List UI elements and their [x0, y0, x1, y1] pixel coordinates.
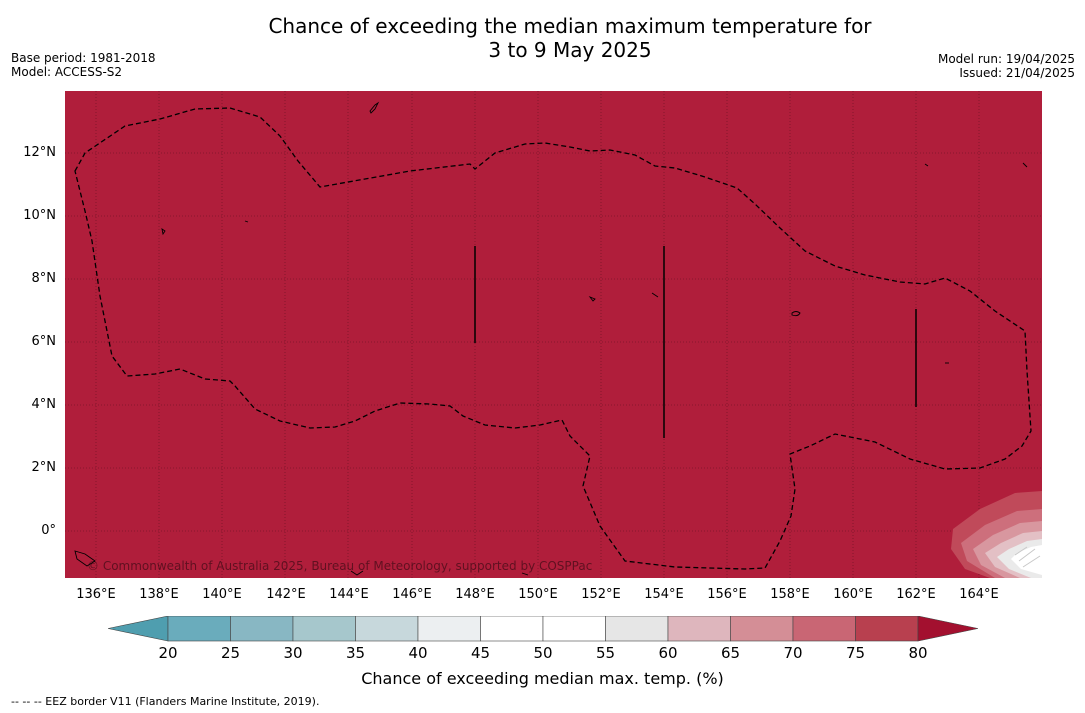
- title-line-2: 3 to 9 May 2025: [488, 38, 652, 62]
- map-canvas: © Commonwealth of Australia 2025, Bureau…: [65, 91, 1042, 578]
- lon-tick-148e: 148°E: [455, 587, 495, 602]
- issued-date: Issued: 21/04/2025: [959, 66, 1075, 80]
- colorbar-swatch: [792, 615, 856, 642]
- colorbar-swatch: [667, 615, 731, 642]
- colorbar-under-arrow: [107, 615, 169, 642]
- colorbar-tick-label: 25: [220, 644, 241, 662]
- meta-left: Base period: 1981-2018 Model: ACCESS-S2: [11, 51, 156, 79]
- colorbar-tick-label: 55: [595, 644, 616, 662]
- lon-tick-152e: 152°E: [581, 587, 621, 602]
- title-line-1: Chance of exceeding the median maximum t…: [268, 14, 872, 38]
- model-run: Model run: 19/04/2025: [937, 52, 1075, 66]
- colorbar-tick-label: 60: [658, 644, 678, 662]
- colorbar-swatch: [480, 615, 544, 642]
- colorbar-swatch: [730, 615, 794, 642]
- colorbar-tick-label: 75: [845, 644, 866, 662]
- colorbar-tick-label: 35: [345, 644, 366, 662]
- lon-tick-146e: 146°E: [392, 587, 432, 602]
- meta-right: Model run: 19/04/2025 Issued: 21/04/2025: [938, 52, 1075, 80]
- map-panel: © Commonwealth of Australia 2025, Bureau…: [65, 91, 1042, 578]
- colorbar-tick-label: 80: [908, 644, 928, 662]
- map-title: Chance of exceeding the median maximum t…: [0, 14, 1085, 62]
- colorbar-swatch: [855, 615, 919, 642]
- lon-tick-150e: 150°E: [518, 587, 558, 602]
- map-credit: © Commonwealth of Australia 2025, Bureau…: [87, 559, 592, 573]
- lat-tick-2n: 2°N: [31, 460, 57, 475]
- colorbar: [107, 615, 979, 646]
- model-name: Model: ACCESS-S2: [11, 65, 123, 79]
- data-artifacts: [474, 246, 917, 438]
- colorbar-tick-label: 70: [783, 644, 803, 662]
- lat-tick-10n: 10°N: [23, 208, 56, 223]
- colorbar-tick-label: 40: [408, 644, 428, 662]
- lat-tick-8n: 8°N: [31, 271, 57, 286]
- colorbar-tick-label: 45: [470, 644, 491, 662]
- colorbar-title: Chance of exceeding median max. temp. (%…: [361, 669, 724, 688]
- colorbar-swatch: [167, 615, 231, 642]
- eez-legend-note: -- -- -- EEZ border V11 (Flanders Marine…: [11, 695, 320, 708]
- lon-tick-144e: 144°E: [329, 587, 369, 602]
- colorbar-graphic: [107, 615, 979, 642]
- colorbar-swatch: [230, 615, 294, 642]
- colorbar-tick-label: 30: [283, 644, 303, 662]
- colorbar-swatch: [417, 615, 481, 642]
- lon-tick-140e: 140°E: [202, 587, 242, 602]
- lat-tick-12n: 12°N: [23, 145, 56, 160]
- colorbar-swatch: [355, 615, 419, 642]
- colorbar-tick-label: 20: [158, 644, 178, 662]
- lon-tick-154e: 154°E: [644, 587, 684, 602]
- colorbar-tick-label: 65: [720, 644, 741, 662]
- lon-tick-156e: 156°E: [707, 587, 747, 602]
- lon-tick-138e: 138°E: [139, 587, 179, 602]
- lon-tick-136e: 136°E: [76, 587, 116, 602]
- lon-tick-164e: 164°E: [959, 587, 999, 602]
- lon-tick-142e: 142°E: [266, 587, 306, 602]
- lon-tick-158e: 158°E: [770, 587, 810, 602]
- colorbar-tick-label: 50: [533, 644, 553, 662]
- graticule: [65, 91, 1042, 578]
- colorbar-swatch: [292, 615, 356, 642]
- base-period: Base period: 1981-2018: [11, 51, 156, 65]
- lat-tick-4n: 4°N: [31, 397, 57, 412]
- colorbar-swatch: [605, 615, 669, 642]
- colorbar-over-arrow: [917, 615, 979, 642]
- islands: [74, 101, 1028, 576]
- lat-tick-6n: 6°N: [31, 334, 57, 349]
- contour-bands: [951, 491, 1042, 578]
- eez-border: [74, 107, 1032, 570]
- lon-tick-162e: 162°E: [896, 587, 936, 602]
- lat-tick-0: 0°: [41, 523, 56, 538]
- colorbar-swatch: [542, 615, 606, 642]
- lon-tick-160e: 160°E: [833, 587, 873, 602]
